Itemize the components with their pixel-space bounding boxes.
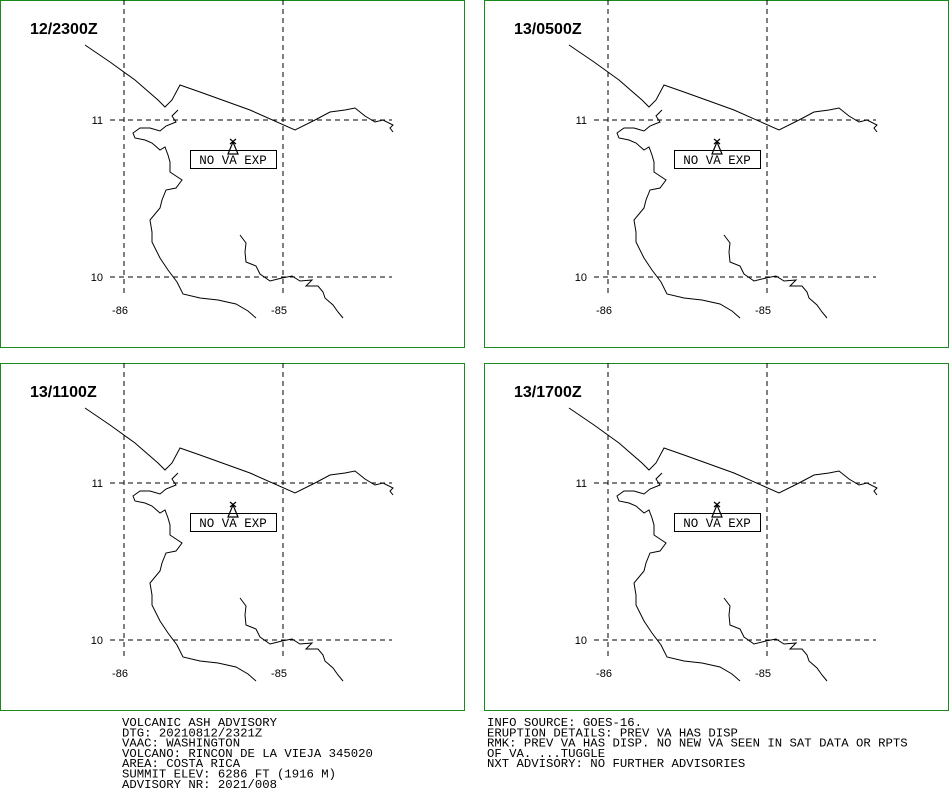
advisory-line: VOLCANIC ASH ADVISORY [122,716,278,730]
panel-border [0,363,465,711]
map-panel: 11 10 -86 -85 12/2300Z NO VA EXP [0,0,465,348]
longitude-label: -85 [755,668,771,680]
map-panel: 11 10 -86 -85 13/1100Z NO VA EXP [0,363,465,711]
panel-border [484,363,949,711]
status-label: NO VA EXP [199,154,267,168]
panel-border [0,0,465,348]
advisory-line: ADVISORY NR: 2021/008 [122,778,277,792]
status-box [674,513,761,532]
valid-time: 13/1700Z [514,384,582,401]
advisory-line: INFO SOURCE: GOES-16. [487,716,642,730]
status-label: NO VA EXP [199,517,267,531]
latitude-label: 10 [91,635,103,647]
longitude-label: -86 [112,668,128,680]
latitude-label: 10 [575,635,587,647]
status-box [190,150,277,169]
valid-time: 12/2300Z [30,21,98,38]
panel-border [484,0,949,348]
advisory-line: NXT ADVISORY: NO FURTHER ADVISORIES [487,757,745,771]
map-panel: 11 10 -86 -85 13/1700Z NO VA EXP [484,363,949,711]
valid-time: 13/1100Z [30,384,97,401]
latitude-label: 11 [92,115,103,127]
valid-time: 13/0500Z [514,21,582,38]
status-label: NO VA EXP [683,154,751,168]
advisory-line: SUMMIT ELEV: 6286 FT (1916 M) [122,768,336,782]
longitude-label: -85 [755,305,771,317]
status-box [674,150,761,169]
latitude-label: 10 [91,272,103,284]
status-label: NO VA EXP [683,517,751,531]
advisory-line: VOLCANO: RINCON DE LA VIEJA 345020 [122,747,373,761]
advisory-line: OF VA. ...TUGGLE [487,747,605,761]
longitude-label: -85 [271,668,287,680]
advisory-line: VAAC: WASHINGTON [122,737,240,751]
longitude-label: -85 [271,305,287,317]
advisory-line: DTG: 20210812/2321Z [122,726,262,740]
longitude-label: -86 [596,668,612,680]
status-box [190,513,277,532]
longitude-label: -86 [596,305,612,317]
advisory-line: ERUPTION DETAILS: PREV VA HAS DISP [487,726,738,740]
advisory-line: RMK: PREV VA HAS DISP. NO NEW VA SEEN IN… [487,737,908,751]
latitude-label: 11 [92,478,103,490]
latitude-label: 11 [576,115,587,127]
latitude-label: 10 [575,272,587,284]
longitude-label: -86 [112,305,128,317]
map-panel: 11 10 -86 -85 13/0500Z NO VA EXP [484,0,949,348]
latitude-label: 11 [576,478,587,490]
advisory-line: AREA: COSTA RICA [122,757,241,771]
